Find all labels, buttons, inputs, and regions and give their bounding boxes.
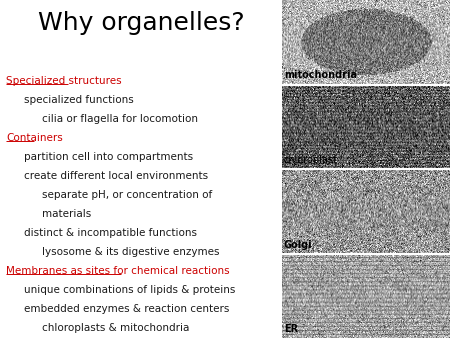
Text: mitochondria: mitochondria xyxy=(284,71,357,80)
Text: partition cell into compartments: partition cell into compartments xyxy=(24,152,193,162)
Text: ER: ER xyxy=(284,324,298,334)
Text: Membranes as sites for chemical reactions: Membranes as sites for chemical reaction… xyxy=(6,266,230,276)
Text: lysosome & its digestive enzymes: lysosome & its digestive enzymes xyxy=(42,247,220,257)
Text: specialized functions: specialized functions xyxy=(24,95,134,105)
Text: cilia or flagella for locomotion: cilia or flagella for locomotion xyxy=(42,114,198,124)
Text: Containers: Containers xyxy=(6,133,63,143)
Text: unique combinations of lipids & proteins: unique combinations of lipids & proteins xyxy=(24,285,235,295)
Text: chloroplast: chloroplast xyxy=(284,155,338,165)
Text: chloroplasts & mitochondria: chloroplasts & mitochondria xyxy=(42,323,189,333)
Text: distinct & incompatible functions: distinct & incompatible functions xyxy=(24,228,197,238)
Text: Specialized structures: Specialized structures xyxy=(6,76,122,86)
Text: embedded enzymes & reaction centers: embedded enzymes & reaction centers xyxy=(24,304,230,314)
Text: create different local environments: create different local environments xyxy=(24,171,208,181)
Text: separate pH, or concentration of: separate pH, or concentration of xyxy=(42,190,212,200)
Text: Why organelles?: Why organelles? xyxy=(38,11,245,35)
Text: materials: materials xyxy=(42,209,91,219)
Text: Golgi: Golgi xyxy=(284,240,313,249)
